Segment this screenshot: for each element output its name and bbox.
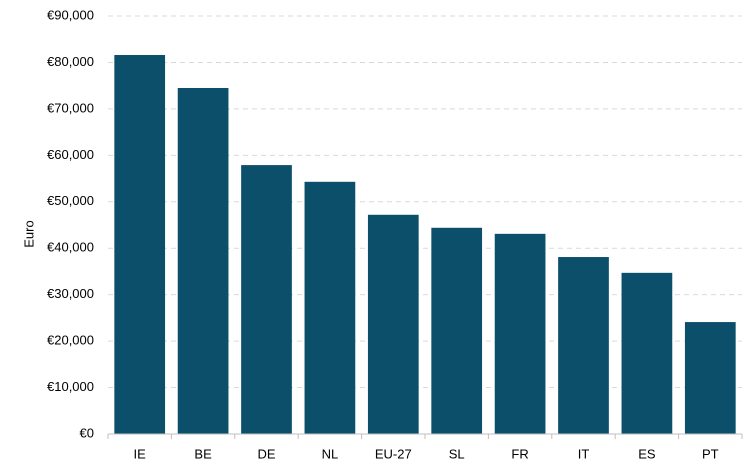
x-tick-label: ES [638,446,656,461]
bar [114,55,166,434]
y-tick-label: €0 [80,425,94,440]
bar [558,257,609,434]
y-tick-label: €20,000 [47,333,94,348]
x-tick-label: DE [257,446,275,461]
bar [621,272,673,434]
x-tick-label: FR [511,446,528,461]
y-tick-label: €80,000 [47,54,94,69]
x-tick-label: IE [134,446,147,461]
y-tick-label: €70,000 [47,100,94,115]
x-tick-label: EU-27 [375,446,412,461]
x-tick-label: NL [322,446,339,461]
bar [367,214,419,434]
y-tick-label: €40,000 [47,240,94,255]
x-tick-label: IT [578,446,590,461]
y-tick-label: €60,000 [47,147,94,162]
x-tick-label: SL [449,446,465,461]
x-tick-label: BE [194,446,212,461]
bar [241,165,292,434]
bar [304,181,356,434]
bar [494,233,546,434]
y-tick-label: €10,000 [47,379,94,394]
x-tick-label: PT [702,446,719,461]
y-tick-label: €50,000 [47,193,94,208]
bar [431,227,483,434]
bar [684,322,736,434]
bar [177,87,229,434]
y-tick-label: €90,000 [47,7,94,22]
y-axis-label: Euro [21,220,36,247]
y-tick-label: €30,000 [47,286,94,301]
